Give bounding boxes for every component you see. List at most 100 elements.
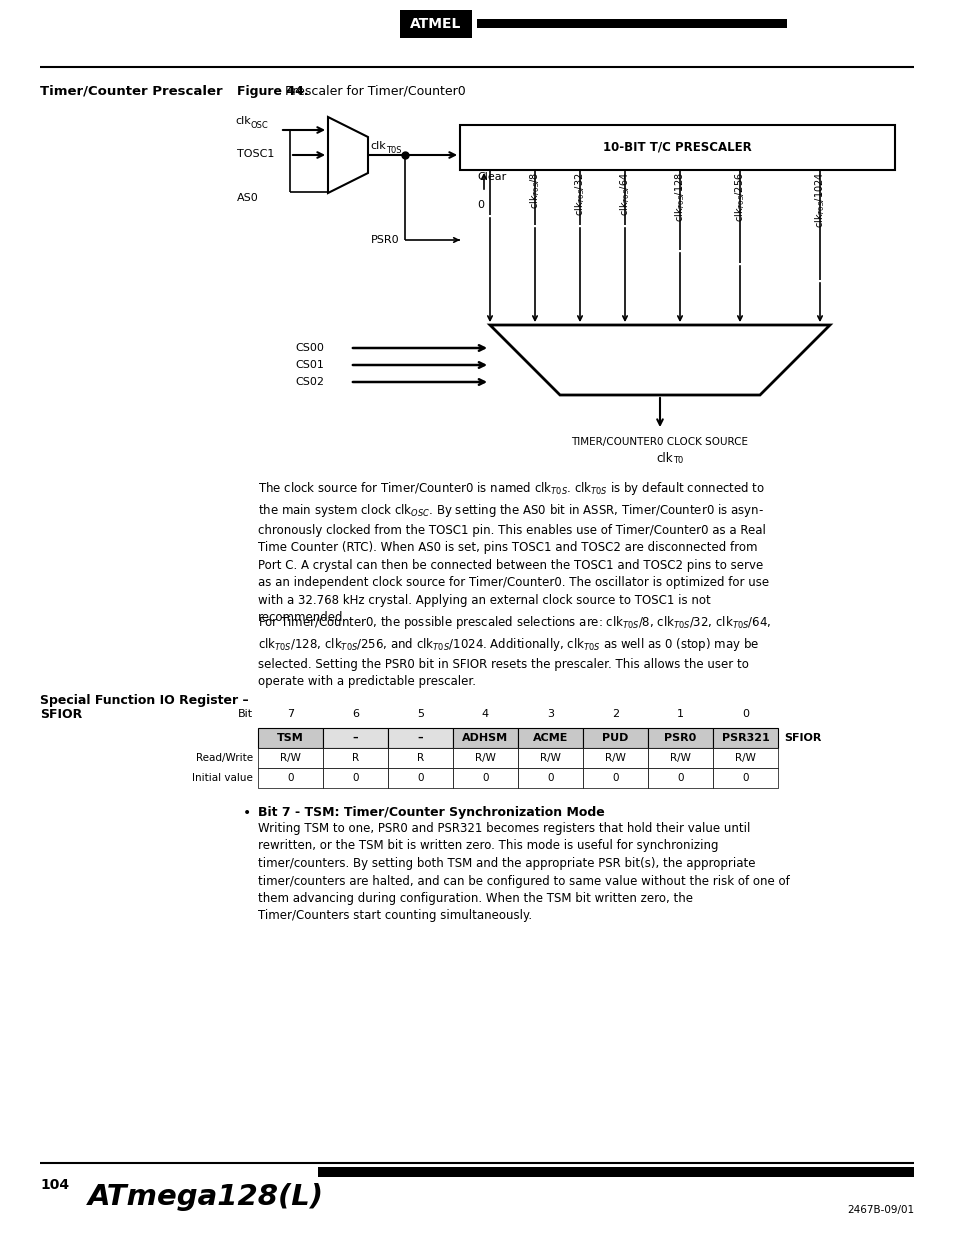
Text: Writing TSM to one, PSR0 and PSR321 becomes registers that hold their value unti: Writing TSM to one, PSR0 and PSR321 beco… [257, 823, 789, 923]
Text: R/W: R/W [280, 753, 300, 763]
Text: 3: 3 [546, 709, 554, 719]
Text: clk: clk [234, 116, 251, 126]
Text: clk$_{T0S}$/1024: clk$_{T0S}$/1024 [812, 172, 826, 228]
Bar [323, 748, 388, 768]
Bar [388, 768, 453, 788]
Text: 0: 0 [287, 773, 294, 783]
Text: 0: 0 [612, 773, 618, 783]
Text: Timer/Counter Prescaler: Timer/Counter Prescaler [40, 85, 222, 98]
Bar [712, 768, 778, 788]
Bar [317, 1167, 913, 1177]
Bar [453, 727, 517, 748]
Text: SFIOR: SFIOR [40, 708, 82, 721]
Text: 6: 6 [352, 709, 358, 719]
Text: TSM: TSM [276, 734, 304, 743]
Text: 0: 0 [416, 773, 423, 783]
Bar [257, 768, 323, 788]
Text: Clear: Clear [476, 172, 506, 182]
Text: CS02: CS02 [294, 377, 324, 387]
Text: ATMEL: ATMEL [410, 17, 461, 31]
Text: 0: 0 [741, 773, 748, 783]
Text: Initial value: Initial value [192, 773, 253, 783]
Text: Special Function IO Register –: Special Function IO Register – [40, 694, 249, 706]
Text: clk$_{T0S}$/256: clk$_{T0S}$/256 [732, 172, 746, 222]
Text: clk: clk [370, 141, 385, 151]
Text: clk: clk [656, 452, 672, 466]
Text: T0S: T0S [386, 146, 401, 156]
Bar [323, 768, 388, 788]
Text: ACME: ACME [533, 734, 568, 743]
Text: clk$_{T0S}$/32: clk$_{T0S}$/32 [573, 172, 586, 216]
Bar [453, 768, 517, 788]
Bar [582, 768, 647, 788]
Text: 2467B-09/01: 2467B-09/01 [846, 1205, 913, 1215]
Bar [323, 727, 388, 748]
Text: 0: 0 [482, 773, 488, 783]
Text: PUD: PUD [601, 734, 628, 743]
Text: clk$_{T0S}$/64: clk$_{T0S}$/64 [618, 172, 631, 216]
Text: AS0: AS0 [236, 193, 258, 203]
Text: 0: 0 [352, 773, 358, 783]
Text: Bit 7 - TSM: Timer/Counter Synchronization Mode: Bit 7 - TSM: Timer/Counter Synchronizati… [257, 806, 604, 819]
Text: 4: 4 [481, 709, 489, 719]
Text: Figure 44.: Figure 44. [236, 85, 309, 98]
Text: 5: 5 [416, 709, 423, 719]
Text: Prescaler for Timer/Counter0: Prescaler for Timer/Counter0 [285, 85, 465, 98]
Polygon shape [328, 117, 368, 193]
Text: 2: 2 [611, 709, 618, 719]
Bar [582, 748, 647, 768]
Text: R: R [416, 753, 424, 763]
Bar [257, 727, 323, 748]
Text: Bit: Bit [237, 709, 253, 719]
Text: R: R [352, 753, 358, 763]
Bar [459, 125, 894, 170]
Text: TIMER/COUNTER0 CLOCK SOURCE: TIMER/COUNTER0 CLOCK SOURCE [571, 437, 748, 447]
Text: clk$_{T0S}$/8: clk$_{T0S}$/8 [528, 172, 541, 209]
Text: OSC: OSC [251, 121, 269, 130]
Text: R/W: R/W [669, 753, 690, 763]
Text: 0: 0 [547, 773, 553, 783]
Text: –: – [417, 734, 423, 743]
Text: R/W: R/W [735, 753, 755, 763]
Text: T0: T0 [672, 456, 682, 466]
Text: For Timer/Counter0, the possible prescaled selections are: clk$_{T0S}$/8, clk$_{: For Timer/Counter0, the possible prescal… [257, 614, 771, 688]
Bar [647, 748, 712, 768]
Text: 10-BIT T/C PRESCALER: 10-BIT T/C PRESCALER [602, 141, 751, 154]
Text: 0: 0 [476, 200, 483, 210]
Text: The clock source for Timer/Counter0 is named clk$_{T0S}$. clk$_{T0S}$ is by defa: The clock source for Timer/Counter0 is n… [257, 480, 768, 625]
Text: TOSC1: TOSC1 [236, 149, 274, 159]
Bar [388, 748, 453, 768]
Text: –: – [353, 734, 358, 743]
Bar [476, 19, 786, 28]
Bar [388, 727, 453, 748]
Bar [399, 10, 472, 38]
Text: CS01: CS01 [294, 359, 323, 370]
Text: 0: 0 [677, 773, 683, 783]
Text: SFIOR: SFIOR [783, 734, 821, 743]
Bar [257, 748, 323, 768]
Bar [453, 748, 517, 768]
Text: 0: 0 [741, 709, 748, 719]
Text: R/W: R/W [475, 753, 496, 763]
Text: R/W: R/W [604, 753, 625, 763]
Text: PSR0: PSR0 [663, 734, 696, 743]
Bar [582, 727, 647, 748]
Polygon shape [490, 325, 829, 395]
Text: 7: 7 [287, 709, 294, 719]
Bar [517, 748, 582, 768]
Text: 104: 104 [40, 1178, 69, 1192]
Text: 1: 1 [677, 709, 683, 719]
Bar [517, 768, 582, 788]
Text: •: • [243, 806, 251, 820]
Bar [517, 727, 582, 748]
Text: PSR321: PSR321 [720, 734, 768, 743]
Text: ADHSM: ADHSM [462, 734, 508, 743]
Text: ATmega128(L): ATmega128(L) [88, 1183, 324, 1212]
Text: Read/Write: Read/Write [195, 753, 253, 763]
Text: clk$_{T0S}$/128: clk$_{T0S}$/128 [673, 172, 686, 222]
Text: PSR0: PSR0 [371, 235, 399, 245]
Bar [712, 748, 778, 768]
Bar [647, 727, 712, 748]
Bar [712, 727, 778, 748]
Bar [647, 768, 712, 788]
